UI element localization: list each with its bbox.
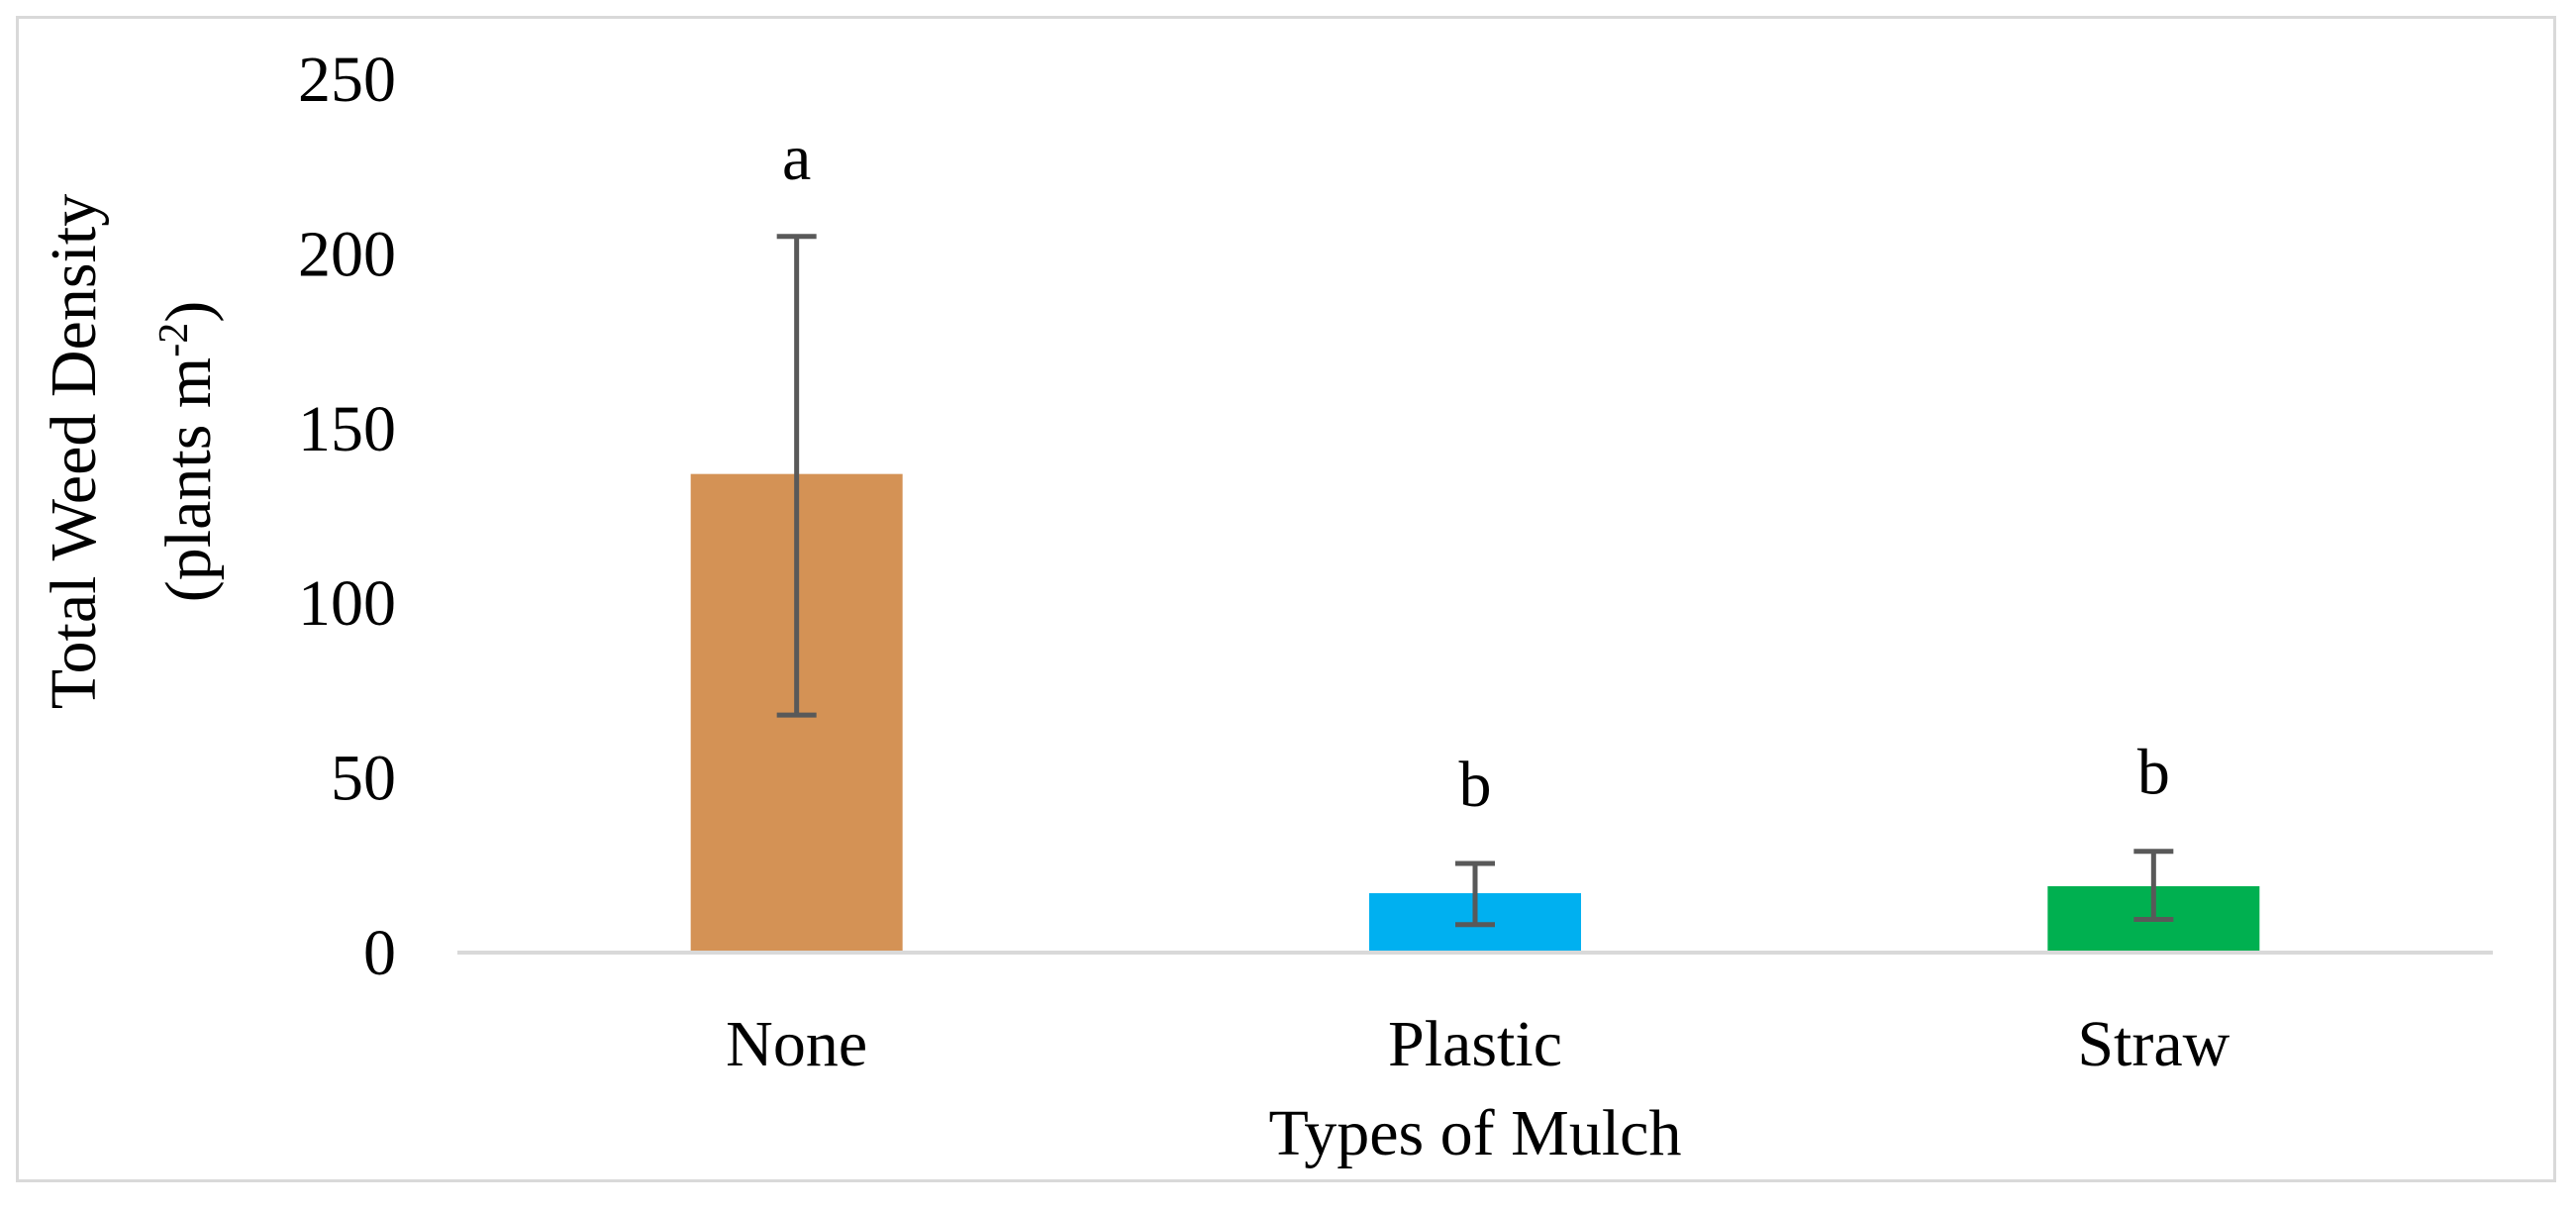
- x-tick-label-none: None: [726, 1008, 867, 1080]
- y-axis-title-line2: (plants m-2): [151, 301, 225, 602]
- y-axis-title-unit-sup: -2: [151, 323, 197, 357]
- y-tick-label: 100: [298, 567, 396, 640]
- y-tick-label: 250: [298, 44, 396, 116]
- y-axis-title: Total Weed Density (plants m-2): [38, 194, 225, 709]
- x-tick-label-plastic: Plastic: [1388, 1008, 1562, 1080]
- x-tick-label-straw: Straw: [2077, 1008, 2229, 1080]
- y-tick-labels: 0 50 100 150 200 250: [298, 44, 396, 989]
- y-tick-label: 150: [298, 393, 396, 465]
- significance-labels: a b b: [782, 122, 2170, 821]
- y-axis-title-unit-suffix: ): [152, 301, 225, 323]
- y-axis-title-line1: Total Weed Density: [38, 194, 110, 709]
- y-tick-label: 200: [298, 218, 396, 290]
- x-tick-labels: None Plastic Straw: [726, 1008, 2229, 1080]
- y-axis-title-unit-prefix: (plants m: [152, 357, 225, 602]
- x-axis-title: Types of Mulch: [1269, 1097, 1682, 1169]
- y-tick-label: 0: [363, 917, 396, 989]
- chart-frame: [16, 16, 2556, 1182]
- significance-label-straw: b: [2137, 737, 2170, 809]
- significance-label-plastic: b: [1459, 749, 1492, 821]
- error-bars: [776, 234, 2174, 928]
- y-tick-label: 50: [331, 743, 396, 815]
- significance-label-none: a: [782, 122, 811, 194]
